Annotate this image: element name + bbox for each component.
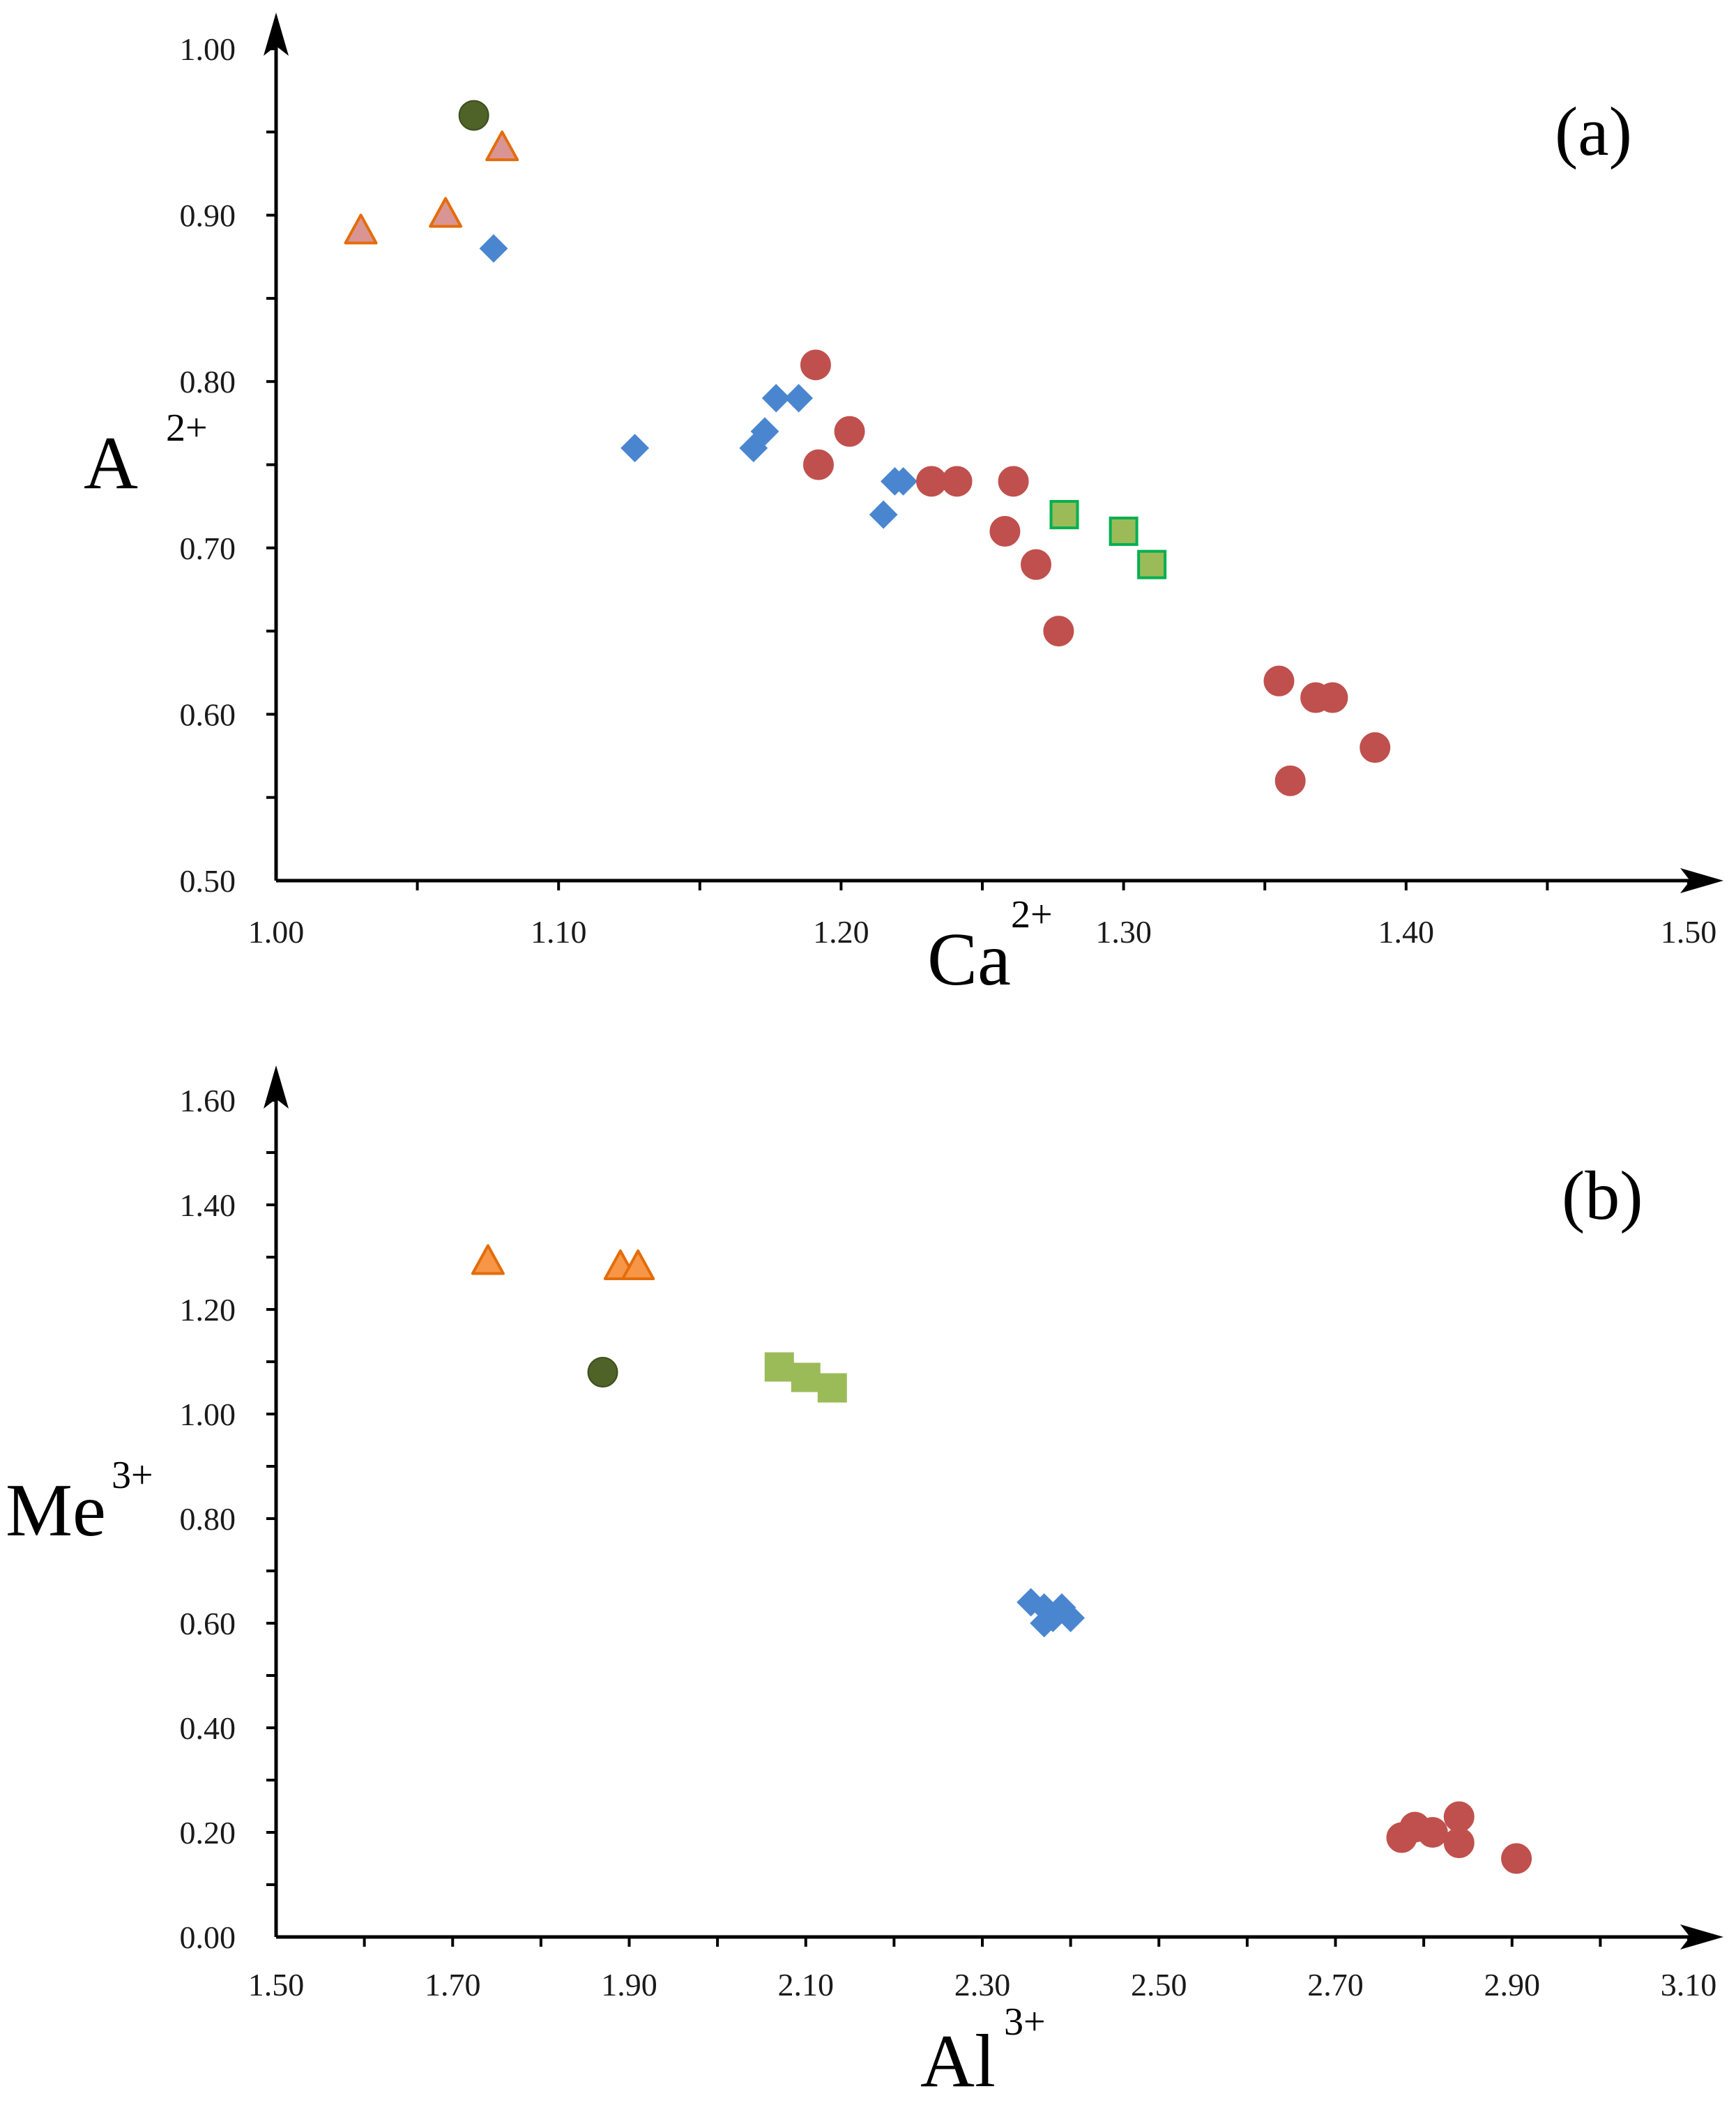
x-tick-label: 1.50	[1661, 914, 1717, 950]
panel-b: 1.50 1.70 1.90 2.10 2.30 2.50 2.70 2.90 3.10 0.00…	[6, 1065, 1723, 2103]
point-circle	[941, 466, 973, 497]
point-circle	[1360, 732, 1391, 763]
point-square	[764, 1352, 794, 1382]
y-axis-arrow	[264, 1065, 289, 1109]
y-axis-title: Me	[6, 1469, 106, 1552]
point-triangle	[429, 197, 463, 228]
y-tick-label: 1.60	[180, 1083, 236, 1118]
y-tick-label: 0.90	[180, 198, 236, 234]
x-tick-label: 2.50	[1131, 1967, 1187, 2003]
point-circle	[1501, 1843, 1532, 1874]
point-square	[817, 1373, 847, 1403]
y-tick-label: 0.00	[180, 1920, 236, 1955]
point-circle	[587, 1357, 618, 1388]
y-tick-label: 0.20	[180, 1815, 236, 1851]
point-diamond	[889, 466, 918, 496]
x-tick-label: 1.20	[813, 914, 869, 950]
x-axis-arrow	[1680, 1924, 1723, 1950]
x-axis-title: Al	[920, 2020, 996, 2103]
y-axis-title-sup: 2+	[166, 406, 208, 450]
point-diamond	[869, 500, 898, 529]
x-tick-label: 2.30	[954, 1967, 1011, 2003]
x-tick-label: 2.10	[778, 1967, 835, 2003]
point-circle	[802, 449, 834, 480]
point-square	[1137, 549, 1167, 579]
y-tick-label: 0.70	[180, 531, 236, 566]
x-axis-title-sup: 3+	[1004, 2000, 1046, 2044]
point-diamond	[620, 434, 650, 463]
y-tick-label: 0.80	[180, 364, 236, 400]
y-tick-label: 1.00	[180, 31, 236, 67]
panel-label: (b)	[1562, 1157, 1643, 1234]
point-diamond	[750, 417, 779, 446]
point-circle	[1020, 549, 1051, 580]
point-circle	[1263, 665, 1295, 697]
point-diamond	[739, 434, 768, 463]
panel-label: (a)	[1555, 93, 1632, 170]
x-tick-label: 1.10	[531, 914, 587, 950]
point-circle	[1317, 682, 1348, 713]
point-diamond	[784, 383, 814, 413]
y-tick-label: 1.40	[180, 1187, 236, 1223]
point-diamond	[1056, 1604, 1086, 1632]
x-tick-label: 1.90	[601, 1967, 657, 2003]
point-diamond	[761, 383, 791, 413]
panel-a: 1.00 1.10 1.20 1.30 1.40 1.50 0.50 0.60 0.70 0.80…	[84, 13, 1723, 1001]
point-triangle	[485, 130, 519, 162]
y-tick-label: 0.60	[180, 1606, 236, 1641]
point-circle	[1417, 1817, 1448, 1848]
x-tick-label: 2.90	[1484, 1967, 1541, 2003]
point-circle	[1274, 765, 1306, 796]
y-axis-title-sup: 3+	[112, 1454, 153, 1497]
x-axis-arrow	[1680, 868, 1723, 893]
point-square	[1109, 516, 1139, 546]
y-tick-label: 0.40	[180, 1710, 236, 1746]
x-tick-label: 2.70	[1307, 1967, 1364, 2003]
y-tick-label: 1.00	[180, 1397, 236, 1432]
point-square	[791, 1362, 821, 1392]
point-circle	[1443, 1801, 1475, 1832]
x-tick-label: 1.30	[1095, 914, 1152, 950]
y-tick-label: 0.60	[180, 697, 236, 732]
point-circle	[989, 515, 1021, 547]
point-circle	[834, 416, 865, 447]
point-square	[1049, 500, 1079, 530]
x-tick-label: 1.00	[248, 914, 305, 950]
point-circle	[998, 466, 1029, 497]
y-axis-title: A	[84, 422, 138, 505]
point-triangle	[621, 1249, 655, 1280]
point-triangle	[471, 1244, 505, 1275]
y-tick-label: 0.80	[180, 1501, 236, 1537]
y-tick-label: 1.20	[180, 1292, 236, 1328]
x-tick-label: 3.10	[1661, 1967, 1717, 2003]
x-tick-label: 1.50	[248, 1967, 305, 2003]
y-axis-arrow	[264, 13, 289, 56]
point-triangle	[344, 213, 378, 245]
y-tick-label: 0.50	[180, 863, 236, 899]
x-tick-label: 1.70	[425, 1967, 481, 2003]
point-diamond	[479, 234, 508, 263]
point-circle	[1443, 1827, 1475, 1858]
point-circle	[458, 100, 489, 131]
x-axis-title-sup: 2+	[1011, 893, 1053, 936]
point-circle	[800, 349, 831, 381]
x-tick-label: 1.40	[1378, 914, 1435, 950]
point-circle	[1043, 616, 1074, 647]
x-axis-title: Ca	[927, 918, 1011, 1001]
